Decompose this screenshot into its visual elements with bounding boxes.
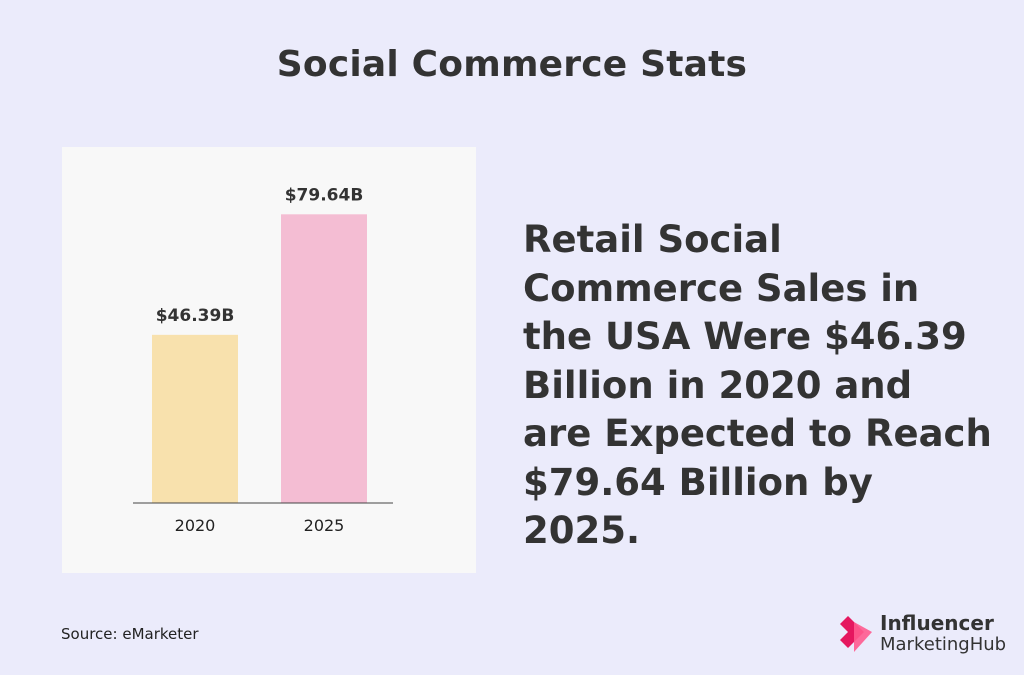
influencer-marketing-hub-logo-icon <box>840 616 872 652</box>
x-tick-label-2025: 2025 <box>304 516 345 535</box>
data-label-2025: $79.64B <box>285 185 364 205</box>
brand-name-line2: MarketingHub <box>880 634 1007 655</box>
x-tick-label-2020: 2020 <box>175 516 216 535</box>
chart-panel: $46.39B 2020 $79.64B 2025 <box>62 147 476 573</box>
data-label-2020: $46.39B <box>156 306 235 326</box>
headline-text: Retail Social Commerce Sales in the USA … <box>523 218 992 552</box>
brand-name-line1: Influencer <box>880 611 994 635</box>
brand-logo[interactable]: Influencer MarketingHub <box>840 610 1010 658</box>
page-title: Social Commerce Stats <box>276 44 748 85</box>
bar-2020 <box>152 334 238 503</box>
source-note: Source: eMarketer <box>61 625 199 643</box>
bar-2025 <box>281 214 367 503</box>
bar-chart: $46.39B 2020 $79.64B 2025 <box>133 185 393 535</box>
